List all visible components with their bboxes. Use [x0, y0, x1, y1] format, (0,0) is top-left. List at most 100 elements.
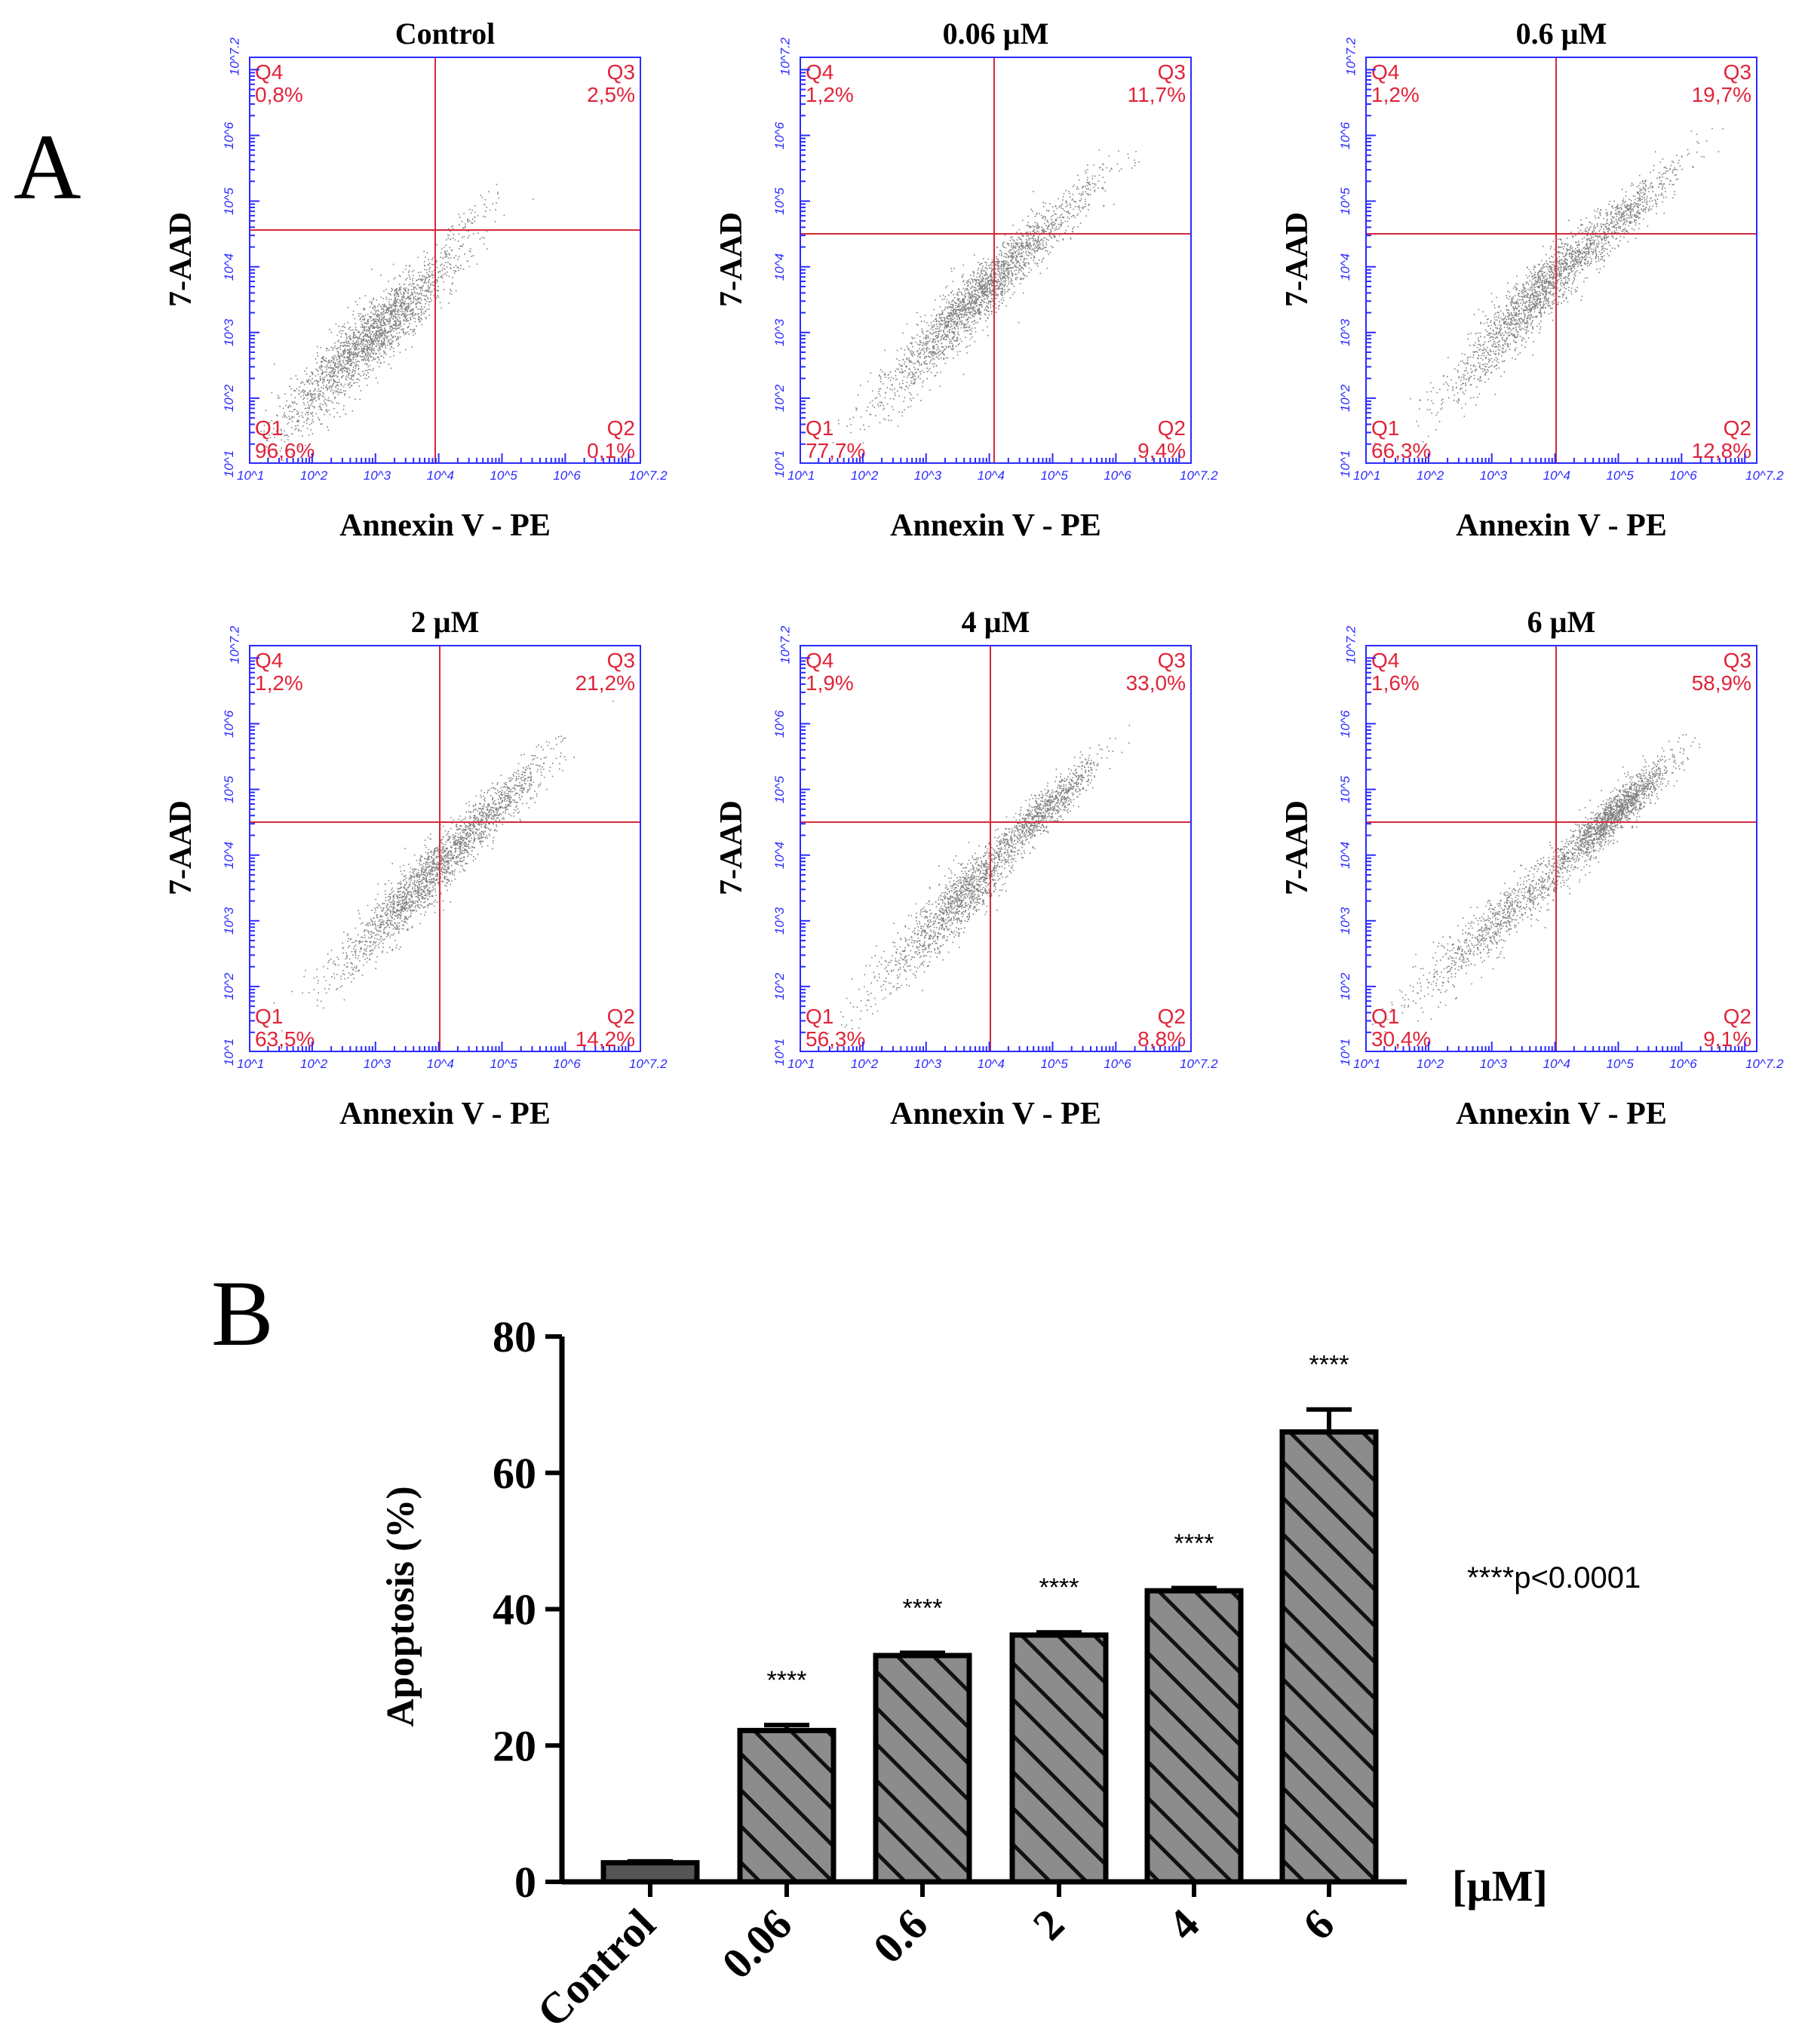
panel-label-b: B — [211, 1262, 274, 1365]
scatter-dots — [1374, 127, 1724, 449]
y-axis-ticks — [249, 69, 259, 464]
x-tick-label: 10^5 — [1606, 1057, 1634, 1071]
y-tick-label: 60 — [493, 1449, 536, 1498]
x-tick-label: 10^7.2 — [1745, 468, 1784, 483]
flow-plot-area: Q4 1,2% Q3 21,2% Q1 63,5% Q2 14,2% — [249, 645, 641, 1052]
x-tick-label: 10^3 — [913, 1057, 942, 1071]
y-axis-ticks — [1365, 69, 1376, 464]
y-axis-label: Apoptosis (%) — [379, 1486, 422, 1726]
x-tick-label: 2 — [1024, 1899, 1073, 1949]
x-tick-label: 10^3 — [1479, 1057, 1508, 1071]
x-axis-ticks — [800, 1042, 1180, 1052]
flow-panel-title: 0.06 µM — [942, 17, 1049, 51]
x-tick-label: 10^3 — [363, 1057, 391, 1071]
quadrant-gate-horizontal — [1367, 821, 1756, 824]
significance-label: **** — [903, 1594, 943, 1622]
quadrant-gate-horizontal — [250, 821, 640, 824]
x-tick-label: 10^5 — [490, 468, 517, 483]
x-tick-label: 10^4 — [1543, 1057, 1570, 1071]
y-tick-label: 20 — [493, 1721, 536, 1770]
x-tick-label: 10^4 — [426, 1057, 454, 1071]
significance-label: **** — [1039, 1573, 1079, 1602]
y-axis-ticks — [1365, 657, 1376, 1052]
significance-label: **** — [767, 1666, 807, 1695]
x-tick-label: 10^2 — [299, 468, 328, 483]
x-tick-label: 10^1 — [1353, 468, 1381, 483]
quadrant-label-q3: Q3 21,2% — [575, 649, 635, 695]
quadrant-label-q3: Q3 58,9% — [1691, 649, 1751, 695]
x-tick-label: 10^6 — [1669, 468, 1697, 483]
panel-label-a: A — [14, 115, 81, 219]
bar — [600, 1860, 700, 1885]
flow-plot-area: Q4 1,2% Q3 11,7% Q1 77,7% Q2 9,4% — [800, 57, 1192, 464]
flow-plot-area: Q4 0,8% Q3 2,5% Q1 96,6% Q2 0,1% — [249, 57, 641, 464]
quadrant-label-q3: Q3 2,5% — [587, 60, 635, 106]
quadrant-gate-horizontal — [801, 233, 1190, 235]
flow-x-axis-label: Annexin V - PE — [1456, 508, 1667, 543]
quadrant-gate-horizontal — [801, 821, 1190, 824]
x-tick-label: 0.06 — [712, 1899, 801, 1988]
quadrant-label-q1: Q1 56,3% — [806, 1005, 866, 1051]
bars-layer: 0 20 40 60 80 Control **** 0.06 **** 0.6 **** 2 ****… — [493, 1312, 1407, 2036]
quadrant-label-q2: Q2 14,2% — [575, 1005, 635, 1051]
x-tick-label: 10^6 — [553, 468, 581, 483]
flow-plot-area: Q4 1,6% Q3 58,9% Q1 30,4% Q2 9,1% — [1365, 645, 1757, 1052]
flow-panel-title: Control — [394, 17, 496, 51]
x-tick-label: 10^2 — [1416, 1057, 1444, 1071]
scatter-dots — [830, 149, 1140, 444]
x-tick-label: 10^5 — [490, 1057, 517, 1071]
quadrant-label-q4: Q4 0,8% — [255, 60, 303, 106]
x-tick-label: 10^6 — [1669, 1057, 1697, 1071]
scatter-dots — [273, 700, 614, 1032]
x-tick-label: 10^3 — [363, 468, 391, 483]
quadrant-label-q3: Q3 11,7% — [1127, 60, 1186, 106]
x-tick-label: 10^2 — [850, 1057, 879, 1071]
quadrant-label-q4: Q4 1,6% — [1371, 649, 1420, 695]
quadrant-label-q4: Q4 1,2% — [806, 60, 854, 106]
quadrant-label-q1: Q1 63,5% — [255, 1005, 315, 1051]
x-tick-label: 10^1 — [1353, 1057, 1381, 1071]
x-tick-label: 10^7.2 — [629, 468, 668, 483]
bar — [873, 1653, 972, 1885]
x-tick-label: 10^4 — [977, 1057, 1005, 1071]
flow-x-axis-label: Annexin V - PE — [890, 508, 1101, 543]
x-tick-label: 10^7.2 — [1180, 1057, 1218, 1071]
scatter-dots — [827, 724, 1131, 1034]
x-tick-label: 10^5 — [1040, 468, 1068, 483]
x-tick-label: 10^5 — [1606, 468, 1634, 483]
flow-panel-title: 0.6 µM — [1515, 17, 1607, 51]
x-tick-label: 10^4 — [1543, 468, 1570, 483]
quadrant-label-q2: Q2 8,8% — [1137, 1005, 1186, 1051]
flow-panel-title: 4 µM — [961, 605, 1030, 639]
quadrant-gate-vertical — [1555, 58, 1557, 462]
x-tick-label: 10^3 — [1479, 468, 1508, 483]
quadrant-gate-horizontal — [1367, 233, 1756, 235]
quadrant-label-q2: Q2 9,4% — [1137, 416, 1186, 462]
quadrant-gate-vertical — [434, 58, 437, 462]
flow-x-axis-label: Annexin V - PE — [890, 1097, 1101, 1131]
significance-label: **** — [1309, 1351, 1349, 1380]
x-tick-label: 10^4 — [977, 468, 1005, 483]
quadrant-label-q1: Q1 30,4% — [1371, 1005, 1432, 1051]
flow-plot-area: Q4 1,2% Q3 19,7% Q1 66,3% Q2 12,8% — [1365, 57, 1757, 464]
y-tick-label: 0 — [514, 1858, 536, 1907]
x-tick-label: 10^7.2 — [629, 1057, 668, 1071]
x-tick-label: 10^5 — [1040, 1057, 1068, 1071]
x-axis-ticks — [249, 453, 630, 464]
x-tick-label: Control — [527, 1899, 665, 2036]
x-tick-label: 10^2 — [850, 468, 879, 483]
x-tick-label: 10^6 — [1104, 468, 1131, 483]
bar — [737, 1727, 837, 1885]
flow-x-axis-label: Annexin V - PE — [339, 1097, 551, 1131]
y-tick-label: 40 — [493, 1585, 536, 1634]
x-tick-label: 10^1 — [787, 1057, 815, 1071]
quadrant-label-q4: Q4 1,9% — [806, 649, 854, 695]
x-tick-label: 10^4 — [426, 468, 454, 483]
x-axis-ticks — [800, 453, 1180, 464]
quadrant-gate-vertical — [993, 58, 995, 462]
quadrant-label-q3: Q3 19,7% — [1691, 60, 1751, 106]
x-axis-ticks — [1365, 453, 1746, 464]
significance-note: ****p<0.0001 — [1467, 1561, 1641, 1594]
